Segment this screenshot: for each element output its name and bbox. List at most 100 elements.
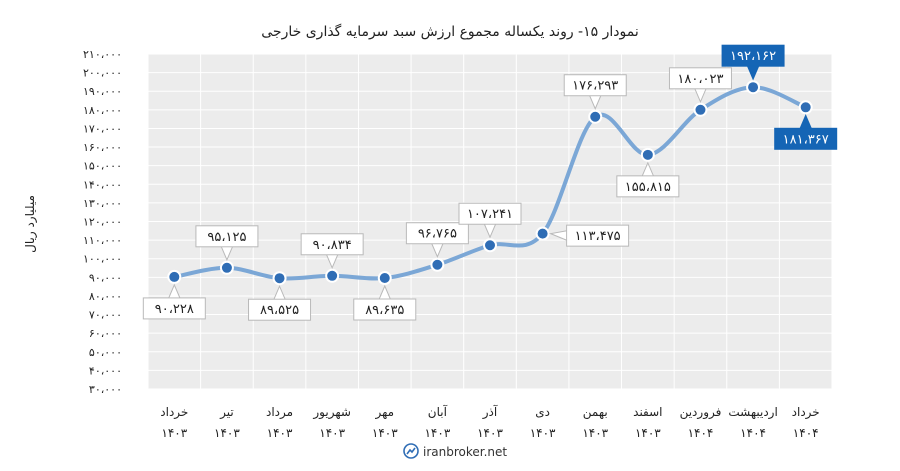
x-tick-label: خرداد <box>792 405 820 420</box>
x-tick-label: آذر <box>482 404 498 420</box>
data-label: ۹۰،۸۳۴ <box>300 233 364 270</box>
label-box <box>616 175 680 198</box>
data-point <box>746 80 761 95</box>
data-point <box>640 147 655 162</box>
data-point <box>483 238 497 253</box>
x-tick-label: خرداد <box>160 405 188 420</box>
label-text: ۹۰،۲۲۸ <box>155 302 194 317</box>
data-label: ۱۱۳،۴۷۵ <box>548 224 630 247</box>
data-point <box>430 257 445 272</box>
label-text: ۱۵۵،۸۱۵ <box>625 180 671 195</box>
data-point <box>272 271 287 286</box>
label-text: ۹۵،۱۲۵ <box>207 230 246 245</box>
series-markers <box>167 80 813 286</box>
y-axis-ticks: ۳۰،۰۰۰ ۴۰،۰۰۰ ۵۰،۰۰۰ ۶۰،۰۰۰ ۷۰،۰۰۰ ۸۰،۰۰۰ ۹۰،۰… <box>83 48 122 396</box>
data-label: ۹۰،۲۲۸ <box>142 283 206 320</box>
y-tick-label: ۵۰،۰۰۰ <box>89 346 122 359</box>
x-tick-year: ۱۴۰۳ <box>161 426 187 440</box>
y-tick-label: ۱۲۰،۰۰۰ <box>83 216 122 229</box>
data-label: ۹۶،۷۶۵ <box>405 222 469 259</box>
label-text: ۱۸۰،۰۲۳ <box>677 72 723 87</box>
y-tick-label: ۲۰۰،۰۰۰ <box>83 67 122 80</box>
y-tick-label: ۷۰،۰۰۰ <box>89 309 122 322</box>
y-tick-label: ۱۴۰،۰۰۰ <box>83 178 122 191</box>
x-tick-year: ۱۴۰۳ <box>214 426 240 440</box>
y-tick-label: ۱۸۰،۰۰۰ <box>83 104 122 117</box>
x-tick-label: اردیبهشت <box>728 405 777 420</box>
watermark: iranbroker.net <box>403 443 507 459</box>
x-tick-year: ۱۴۰۳ <box>424 426 450 440</box>
x-tick-year: ۱۴۰۳ <box>267 426 293 440</box>
data-label: ۸۹،۵۲۵ <box>248 284 312 321</box>
y-tick-label: ۹۰،۰۰۰ <box>89 271 122 284</box>
x-tick-year: ۱۴۰۳ <box>319 426 345 440</box>
label-box <box>248 298 312 321</box>
label-box <box>300 233 364 256</box>
x-tick-year: ۱۴۰۳ <box>477 426 503 440</box>
label-box <box>566 224 630 247</box>
x-tick-year: ۱۴۰۳ <box>582 426 608 440</box>
x-tick-year: ۱۴۰۴ <box>688 426 714 440</box>
watermark-text: iranbroker.net <box>423 445 507 459</box>
label-text: ۸۹،۶۳۵ <box>365 303 404 318</box>
data-point <box>377 271 392 286</box>
y-tick-label: ۱۹۰،۰۰۰ <box>83 85 122 98</box>
data-label: ۱۹۲،۱۶۲ <box>721 44 785 81</box>
x-tick-label: دی <box>535 405 550 419</box>
y-tick-label: ۱۱۰،۰۰۰ <box>83 234 122 247</box>
y-axis-label: میلیارد ریال <box>23 195 38 253</box>
label-box <box>458 202 522 225</box>
y-tick-label: ۱۰۰،۰۰۰ <box>83 253 122 266</box>
x-tick-label: اسفند <box>633 405 662 419</box>
label-box <box>142 297 206 320</box>
label-box <box>774 127 838 150</box>
label-box <box>668 67 732 90</box>
label-box <box>721 44 785 67</box>
y-tick-label: ۶۰،۰۰۰ <box>89 327 122 340</box>
y-tick-label: ۸۰،۰۰۰ <box>89 290 122 303</box>
y-tick-label: ۱۶۰،۰۰۰ <box>83 141 122 154</box>
data-point <box>798 100 813 115</box>
data-point <box>219 260 234 275</box>
x-axis-ticks: خرداد ۱۴۰۳ تیر ۱۴۰۳ مرداد ۱۴۰۳ شهریور ۱۴۰۳ مهر ۱۴… <box>160 404 819 440</box>
x-tick-label: تیر <box>219 405 234 420</box>
label-text: ۱۰۷،۲۴۱ <box>467 207 513 222</box>
data-point <box>588 109 603 124</box>
x-tick-label: مرداد <box>266 405 293 420</box>
broker-logo-icon <box>403 443 419 459</box>
label-box <box>563 74 627 97</box>
y-tick-label: ۴۰،۰۰۰ <box>89 364 122 377</box>
x-tick-year: ۱۴۰۳ <box>530 426 556 440</box>
data-label: ۱۵۵،۸۱۵ <box>616 161 680 198</box>
data-point <box>693 102 708 117</box>
y-tick-label: ۱۵۰،۰۰۰ <box>83 160 122 173</box>
x-tick-label: بهمن <box>583 405 608 420</box>
data-label: ۱۷۶،۲۹۳ <box>563 74 627 111</box>
x-tick-label: فروردین <box>680 405 722 420</box>
label-text: ۱۷۶،۲۹۳ <box>572 79 618 94</box>
data-point <box>325 268 340 283</box>
y-tick-label: ۳۰،۰۰۰ <box>89 383 122 396</box>
data-label: ۸۹،۶۳۵ <box>353 284 417 321</box>
label-box <box>405 222 469 245</box>
data-point <box>535 226 550 241</box>
label-box <box>353 298 417 321</box>
data-label: ۱۸۰،۰۲۳ <box>668 67 732 104</box>
x-tick-label: آبان <box>428 404 448 419</box>
label-text: ۱۸۱،۳۶۷ <box>783 132 829 147</box>
data-label: ۱۸۱،۳۶۷ <box>774 114 838 150</box>
x-tick-label: شهریور <box>312 405 351 420</box>
chart-title: نمودار ۱۵- روند یکساله مجموع ارزش سبد سر… <box>261 23 638 40</box>
x-tick-year: ۱۴۰۳ <box>372 426 398 440</box>
y-tick-label: ۲۱۰،۰۰۰ <box>83 48 122 61</box>
x-tick-label: مهر <box>374 405 394 420</box>
label-text: ۱۹۲،۱۶۲ <box>730 49 776 64</box>
data-label: ۱۰۷،۲۴۱ <box>458 202 522 239</box>
x-tick-year: ۱۴۰۳ <box>635 426 661 440</box>
y-tick-label: ۱۳۰،۰۰۰ <box>83 197 122 210</box>
data-labels: ۹۰،۲۲۸ ۹۵،۱۲۵ ۸۹،۵۲۵ ۹۰،۸۳۴ ۸۹،۶۳۵ ۹۶،۷۶۵ ۱۰۷،… <box>142 44 838 321</box>
x-tick-year: ۱۴۰۴ <box>740 426 766 440</box>
data-point <box>167 269 182 284</box>
label-text: ۹۶،۷۶۵ <box>418 227 457 242</box>
